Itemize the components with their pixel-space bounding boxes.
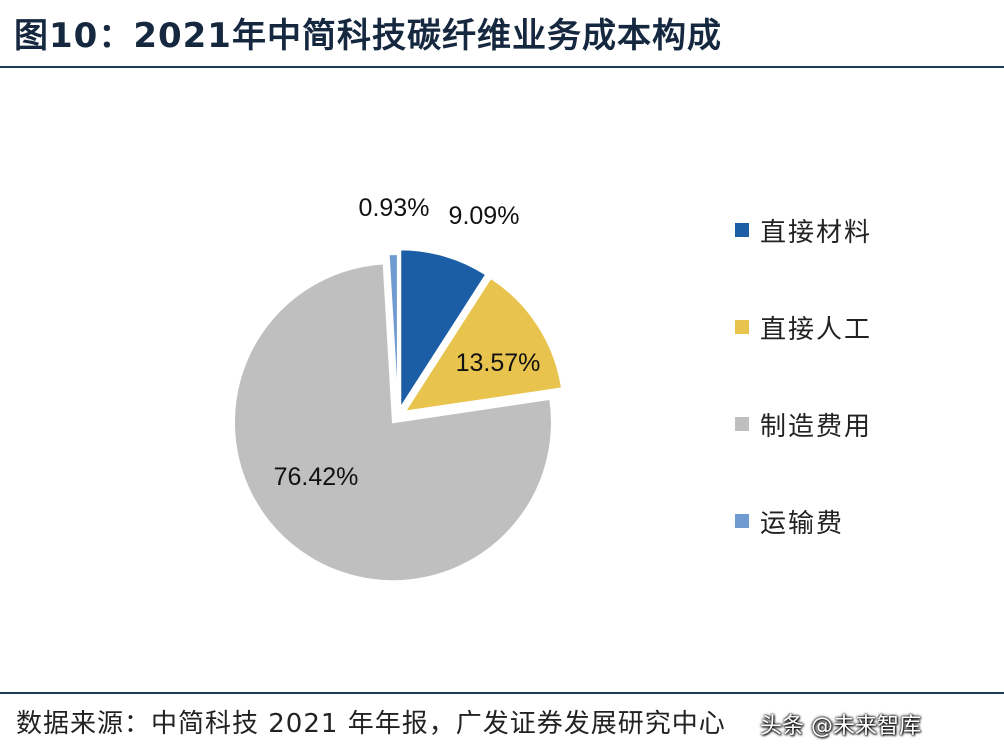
- data-label-2: 13.57%: [456, 349, 541, 377]
- legend-swatch-1: [735, 223, 749, 237]
- pie-slices: [232, 248, 564, 583]
- legend-swatch-2: [735, 320, 749, 334]
- pie-slice-2: [402, 276, 564, 413]
- legend-label-1: 直接材料: [760, 218, 872, 248]
- data-label-3: 76.42%: [274, 463, 359, 491]
- legend-label-4: 运输费: [760, 509, 844, 539]
- source-note: 数据来源：中简科技 2021 年年报，广发证券发展研究中心: [16, 709, 726, 739]
- pie-slice-4: [387, 253, 399, 414]
- watermark: 头条 @未来智库: [760, 714, 921, 739]
- source-divider: [0, 692, 1004, 694]
- legend-label-2: 直接人工: [760, 315, 872, 345]
- title-divider: [0, 66, 1004, 68]
- pie-data-labels: 9.09% 13.57% 76.42% 0.93%: [274, 194, 541, 491]
- data-label-1: 9.09%: [449, 202, 520, 230]
- chart-title: 图10：2021年中简科技碳纤维业务成本构成: [14, 16, 722, 56]
- legend-label-3: 制造费用: [760, 412, 872, 442]
- pie-slice-3: [232, 262, 553, 583]
- data-label-4: 0.93%: [359, 194, 430, 222]
- legend-swatch-4: [735, 514, 749, 528]
- legend-swatch-3: [735, 417, 749, 431]
- pie-slice-1: [399, 248, 488, 412]
